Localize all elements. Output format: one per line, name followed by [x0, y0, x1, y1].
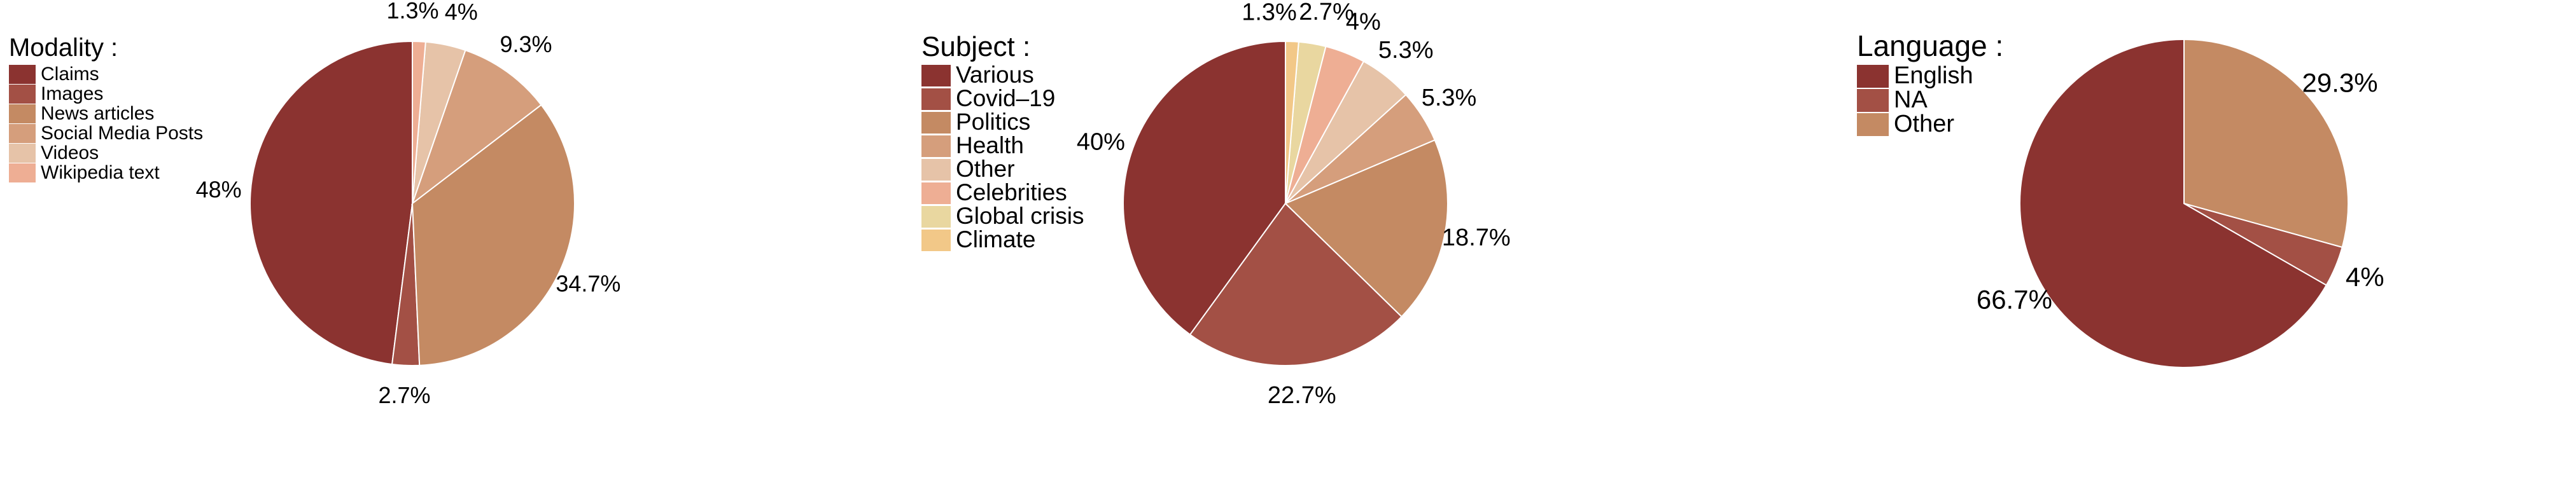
pie-slice-other: [2183, 38, 2349, 249]
legend-2: Subject :VariousCovid–19PoliticsHealthOt…: [921, 31, 1084, 252]
legend-swatch-health: [921, 135, 951, 157]
legend-label-na: NA: [1894, 86, 1928, 113]
slice-label-politics: 18.7%: [1442, 224, 1511, 251]
pie-slice-politics: [1284, 139, 1448, 318]
slice-label-covid-19: 22.7%: [1268, 382, 1336, 409]
legend-title: Subject :: [921, 31, 1030, 62]
legend-swatch-english: [1857, 65, 1889, 88]
legend-label-various: Various: [956, 62, 1034, 88]
pie-chart-1: 48% 2.7% 34.7% 9.3% 4% 1.3% Modality :ClaimsIm…: [9, 0, 620, 408]
legend-swatch-various: [921, 65, 951, 86]
legend-swatch-global-crisis: [921, 206, 951, 228]
slice-label-health: 5.3%: [1422, 85, 1477, 111]
pie-slice-news-articles: [411, 104, 575, 366]
slice-label-social-media-posts: 9.3%: [500, 31, 552, 57]
legend-title: Language :: [1857, 29, 2003, 62]
legend-swatch-wikipedia-text: [9, 163, 36, 182]
pie-slice-climate: [1285, 40, 1299, 204]
pie-slice-claims: [249, 40, 413, 366]
legend-label-other: Other: [956, 156, 1015, 182]
slice-label-other: 29.3%: [2302, 68, 2378, 98]
legend-swatch-other: [921, 159, 951, 181]
pie-slice-english: [2019, 38, 2328, 368]
slice-label-na: 4%: [2346, 262, 2384, 292]
legend-label-global-crisis: Global crisis: [956, 203, 1084, 229]
legend-swatch-covid-19: [921, 88, 951, 110]
legend-label-claims: Claims: [41, 64, 99, 85]
legend-label-celebrities: Celebrities: [956, 179, 1067, 205]
legend-swatch-climate: [921, 230, 951, 251]
legend-label-images: Images: [41, 83, 103, 104]
legend-label-other: Other: [1894, 111, 1954, 137]
slice-label-other: 5.3%: [1378, 37, 1434, 64]
legend-title: Modality :: [9, 34, 118, 62]
legend-swatch-claims: [9, 65, 36, 84]
legend-label-news-articles: News articles: [41, 103, 154, 124]
legend-label-social-media-posts: Social Media Posts: [41, 123, 203, 144]
legend-label-politics: Politics: [956, 109, 1030, 135]
legend-swatch-na: [1857, 89, 1889, 112]
legend-label-wikipedia-text: Wikipedia text: [41, 162, 160, 183]
legend-swatch-politics: [921, 112, 951, 134]
legend-swatch-news-articles: [9, 104, 36, 123]
slice-label-videos: 4%: [445, 0, 478, 25]
legend-swatch-images: [9, 85, 36, 104]
legend-swatch-social-media-posts: [9, 124, 36, 143]
legend-label-videos: Videos: [41, 142, 99, 163]
slice-label-wikipedia-text: 1.3%: [386, 0, 438, 24]
slice-label-various: 40%: [1077, 129, 1125, 156]
legend-label-english: English: [1894, 62, 1973, 89]
pie-slice-wikipedia-text: [412, 40, 426, 204]
slice-label-climate: 1.3%: [1242, 0, 1297, 25]
legend-swatch-other: [1857, 113, 1889, 136]
slice-label-images: 2.7%: [378, 382, 430, 408]
legend-label-health: Health: [956, 132, 1024, 158]
slice-label-global-crisis: 2.7%: [1299, 0, 1354, 25]
pie-chart-2: 40%22.7%18.7%5.3%5.3%4%2.7%1.3%Subject :…: [921, 0, 1511, 409]
pie-slice-covid-19: [1189, 202, 1403, 366]
legend-label-climate: Climate: [956, 226, 1035, 252]
slice-label-claims: 48%: [196, 176, 242, 202]
legend-swatch-videos: [9, 144, 36, 163]
legend-label-covid-19: Covid–19: [956, 85, 1055, 111]
legend-swatch-celebrities: [921, 182, 951, 204]
slice-label-news-articles: 34.7%: [556, 271, 620, 297]
slice-label-celebrities: 4%: [1346, 8, 1381, 35]
pie-slice-various: [1123, 40, 1286, 336]
slice-label-english: 66.7%: [1977, 284, 2052, 314]
pie-slice-social-media-posts: [410, 49, 542, 205]
